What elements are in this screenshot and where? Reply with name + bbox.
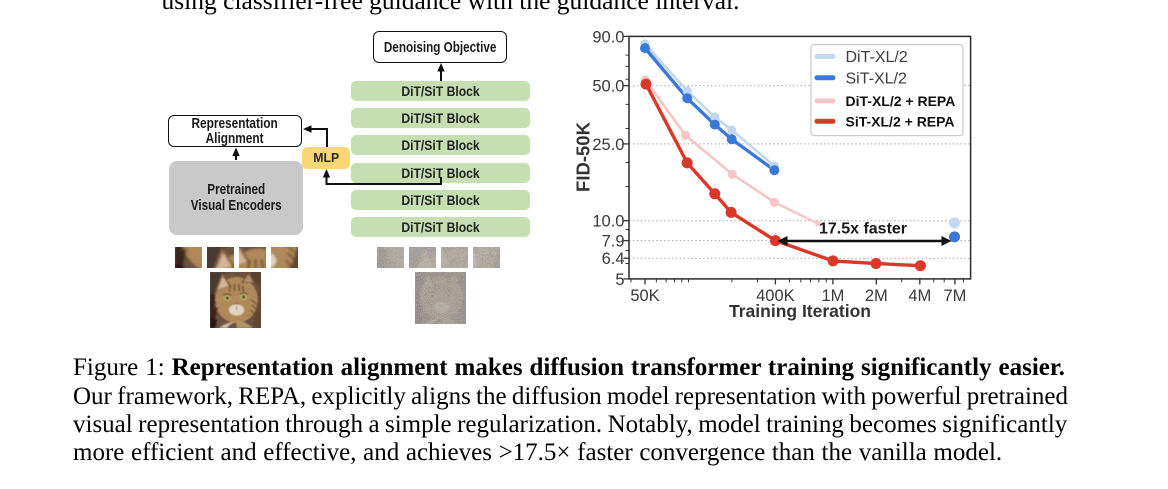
- svg-text:SiT-XL/2 + REPA: SiT-XL/2 + REPA: [846, 113, 955, 129]
- svg-text:90.0: 90.0: [592, 28, 624, 46]
- svg-text:6.4: 6.4: [602, 250, 625, 268]
- svg-text:50.0: 50.0: [592, 78, 624, 96]
- svg-text:10.0: 10.0: [592, 213, 624, 231]
- svg-text:50K: 50K: [630, 287, 659, 305]
- svg-text:FID-50K: FID-50K: [573, 121, 594, 192]
- svg-text:SiT-XL/2: SiT-XL/2: [846, 70, 907, 87]
- svg-text:5: 5: [615, 271, 624, 289]
- svg-text:17.5x faster: 17.5x faster: [819, 221, 907, 238]
- svg-text:1M: 1M: [821, 287, 844, 305]
- svg-text:4M: 4M: [908, 287, 931, 305]
- svg-text:DiT-XL/2 + REPA: DiT-XL/2 + REPA: [846, 93, 956, 109]
- svg-text:DiT-XL/2: DiT-XL/2: [846, 49, 908, 66]
- svg-text:7M: 7M: [943, 287, 966, 305]
- svg-text:Training Iteration: Training Iteration: [729, 301, 871, 321]
- svg-text:25.0: 25.0: [592, 136, 624, 154]
- svg-text:2M: 2M: [865, 287, 888, 305]
- svg-text:400K: 400K: [756, 287, 795, 305]
- svg-text:7.9: 7.9: [602, 233, 625, 251]
